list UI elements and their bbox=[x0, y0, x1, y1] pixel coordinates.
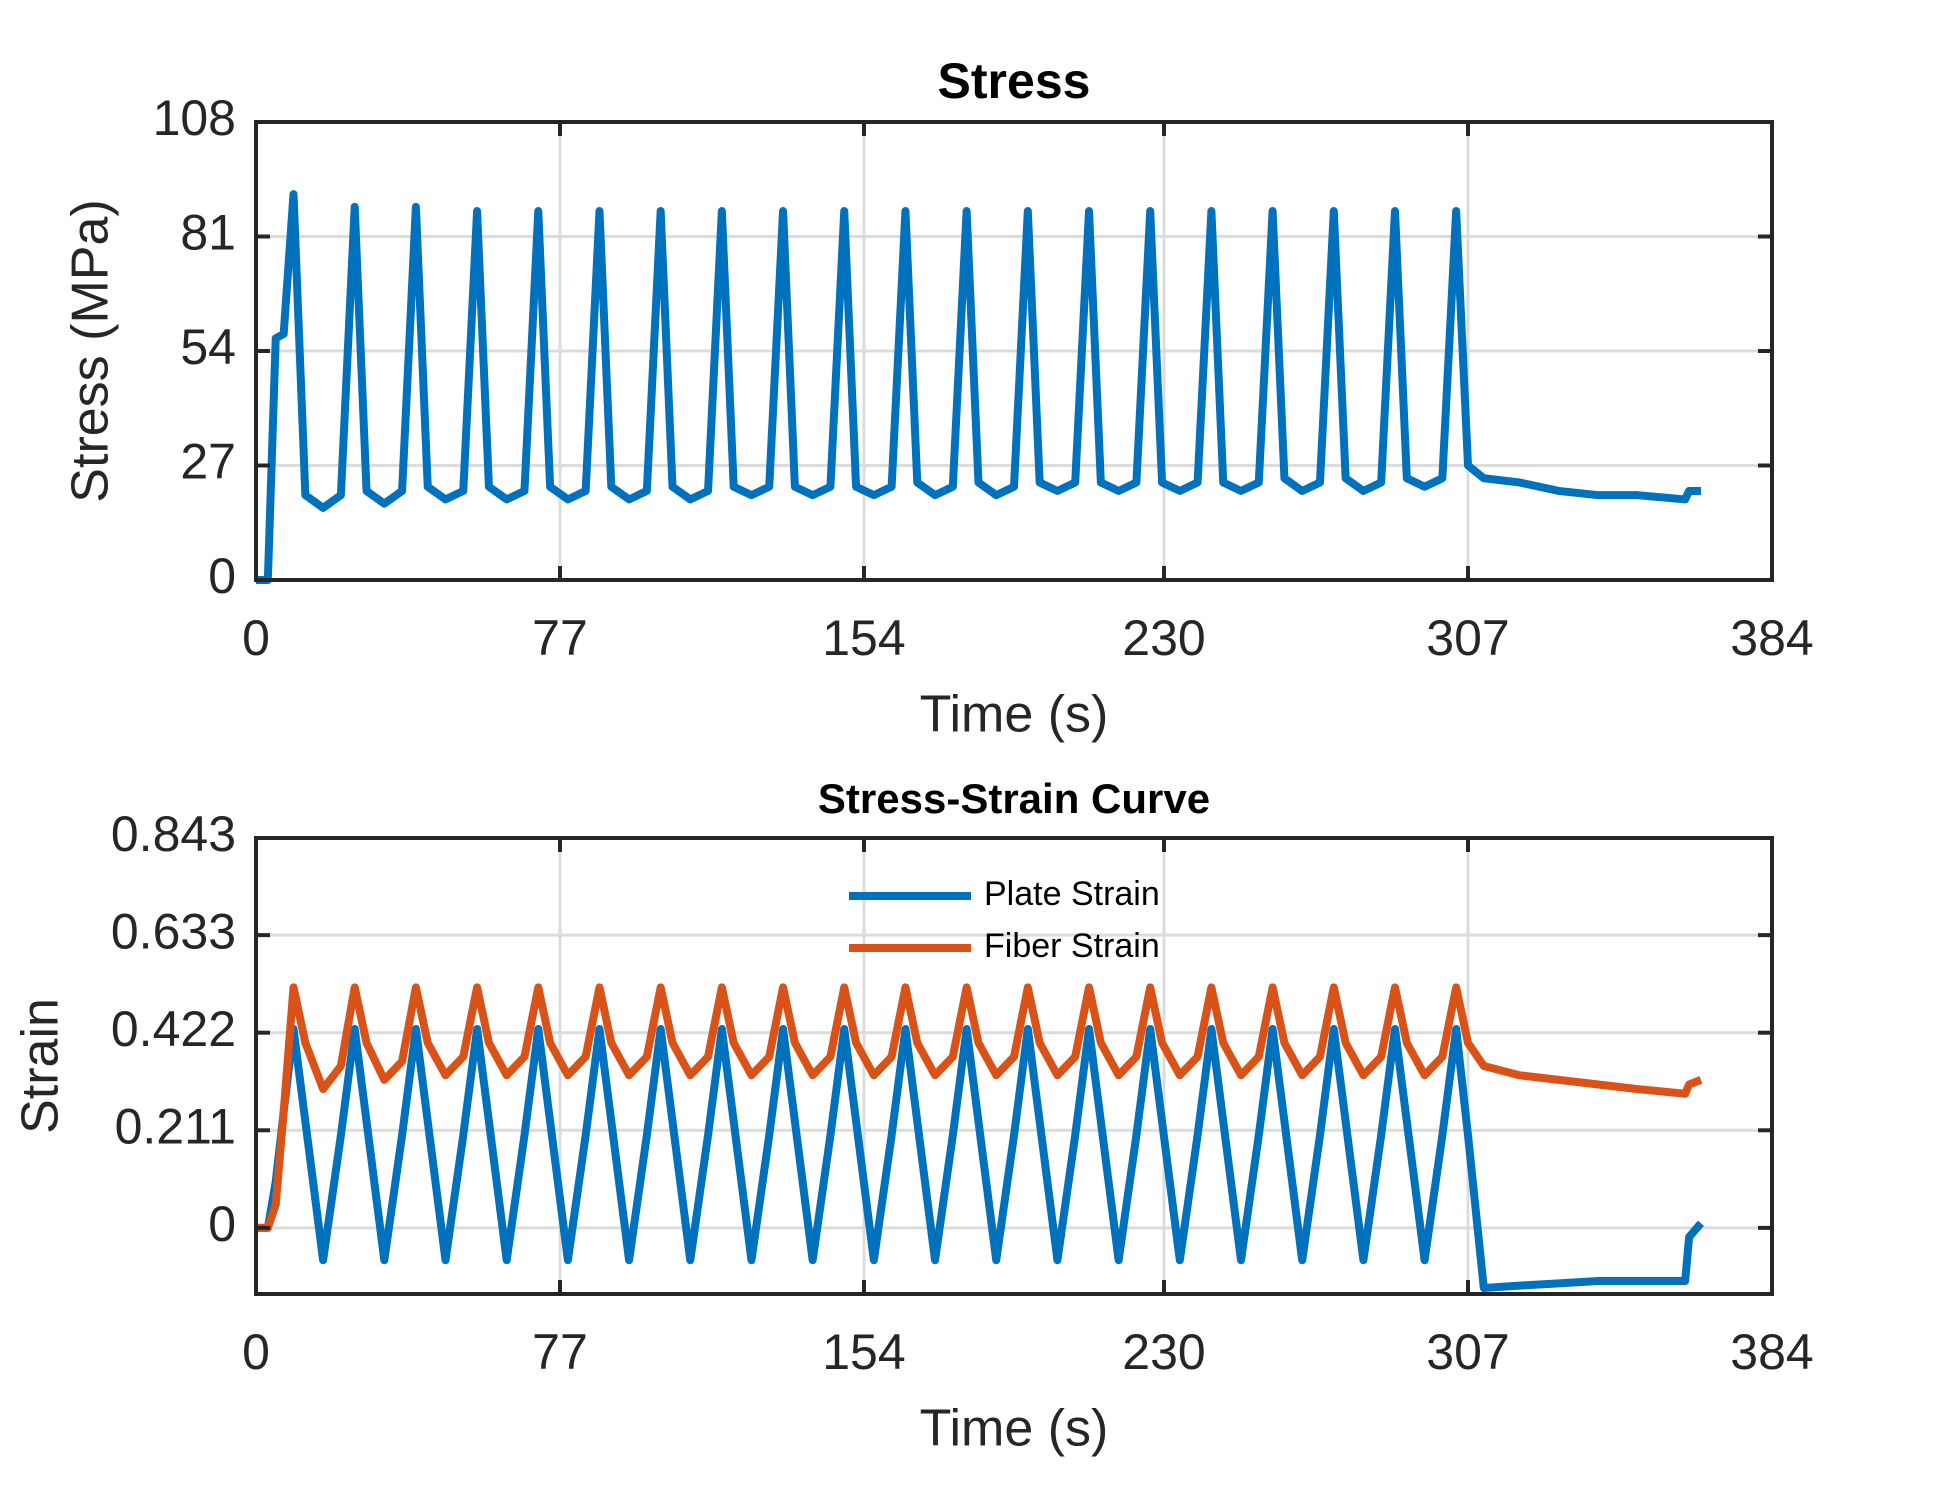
y-axis-label: Stress (MPa) bbox=[62, 199, 120, 502]
y-tick-label: 0.211 bbox=[115, 1098, 236, 1154]
x-tick-label: 230 bbox=[1122, 610, 1205, 666]
x-tick-label: 0 bbox=[242, 1324, 270, 1380]
data-line bbox=[256, 1025, 1704, 1292]
x-tick-label: 77 bbox=[532, 610, 588, 666]
axes-box bbox=[254, 836, 1774, 1296]
chart-title: Stress bbox=[938, 53, 1091, 109]
x-tick-label: 77 bbox=[532, 1324, 588, 1380]
x-tick-label: 384 bbox=[1730, 1324, 1813, 1380]
legend-label: Plate Strain bbox=[984, 875, 1160, 913]
x-tick-label: 307 bbox=[1426, 1324, 1509, 1380]
x-tick-label: 230 bbox=[1122, 1324, 1205, 1380]
data-line bbox=[256, 190, 1701, 584]
y-tick-label: 0 bbox=[208, 1196, 236, 1252]
x-axis-label: Time (s) bbox=[920, 686, 1109, 744]
y-tick-label: 54 bbox=[180, 319, 236, 375]
x-tick-label: 307 bbox=[1426, 610, 1509, 666]
y-tick-label: 0 bbox=[208, 548, 236, 604]
y-axis-label: Strain bbox=[12, 998, 70, 1134]
x-tick-label: 154 bbox=[822, 1324, 905, 1380]
x-axis-label: Time (s) bbox=[920, 1400, 1109, 1458]
y-tick-label: 108 bbox=[153, 90, 236, 146]
chart-title: Stress-Strain Curve bbox=[818, 775, 1210, 822]
y-tick-label: 0.843 bbox=[111, 806, 236, 862]
y-tick-label: 0.422 bbox=[111, 1001, 236, 1057]
x-tick-label: 384 bbox=[1730, 610, 1813, 666]
x-tick-label: 154 bbox=[822, 610, 905, 666]
data-line bbox=[256, 983, 1703, 1232]
y-tick-label: 81 bbox=[180, 205, 236, 261]
x-tick-label: 0 bbox=[242, 610, 270, 666]
y-tick-label: 0.633 bbox=[111, 903, 236, 959]
y-tick-label: 27 bbox=[180, 434, 236, 490]
legend-label: Fiber Strain bbox=[984, 927, 1160, 965]
